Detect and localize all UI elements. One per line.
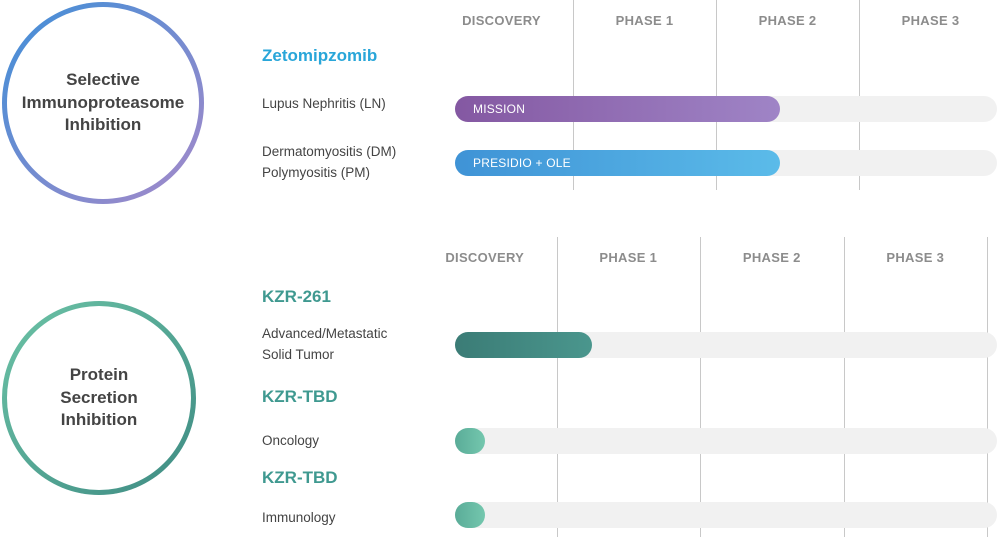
study-label: PRESIDIO + OLE <box>473 156 571 170</box>
progress-track <box>455 428 997 454</box>
indication-label: Advanced/Metastatic Solid Tumor <box>262 326 388 362</box>
drug-name: Zetomipzomib <box>262 46 378 65</box>
progress-track <box>455 502 997 528</box>
indication-label: Oncology <box>262 433 320 448</box>
study-label: MISSION <box>473 102 526 116</box>
phase-gridline <box>843 237 845 537</box>
phase-label: PHASE 2 <box>742 250 801 265</box>
phase-label: DISCOVERY <box>462 13 541 28</box>
progress-bar <box>455 502 485 528</box>
phase-label: PHASE 3 <box>901 13 960 28</box>
phase-gridline <box>859 0 860 190</box>
immunoproteasome-pipeline: Selective Immunoproteasome Inhibition DI… <box>0 0 1002 215</box>
phase-label: PHASE 2 <box>758 13 817 28</box>
drug-name: KZR-TBD <box>262 387 338 406</box>
phase-gridline <box>556 237 558 537</box>
phase-gridline <box>573 0 574 190</box>
phase-label: PHASE 3 <box>886 250 945 265</box>
progress-bar: MISSION <box>455 96 781 122</box>
drug-name: KZR-261 <box>262 287 331 306</box>
platform-label: Selective Immunoproteasome Inhibition <box>21 69 185 135</box>
phase-gridline <box>716 0 717 190</box>
phase-gridline <box>987 237 988 537</box>
progress-bar <box>455 332 593 358</box>
phase-label: DISCOVERY <box>445 250 525 265</box>
indication-label: Lupus Nephritis (LN) <box>262 96 386 111</box>
drug-name: KZR-TBD <box>262 468 338 487</box>
progress-bar: PRESIDIO + OLE <box>455 150 781 176</box>
phase-label: PHASE 1 <box>599 250 658 265</box>
phase-label: PHASE 1 <box>615 13 674 28</box>
indication-label: Immunology <box>262 510 336 525</box>
phase-gridline <box>700 237 701 537</box>
progress-bar <box>455 428 485 454</box>
protein-secretion-pipeline: Protein Secretion Inhibition DISCOVERY PH… <box>0 237 1002 537</box>
platform-ring: Protein Secretion Inhibition <box>2 301 196 495</box>
platform-label: Protein Secretion Inhibition <box>60 364 138 430</box>
indication-label: Dermatomyositis (DM) Polymyositis (PM) <box>262 144 397 180</box>
platform-ring: Selective Immunoproteasome Inhibition <box>2 2 204 204</box>
